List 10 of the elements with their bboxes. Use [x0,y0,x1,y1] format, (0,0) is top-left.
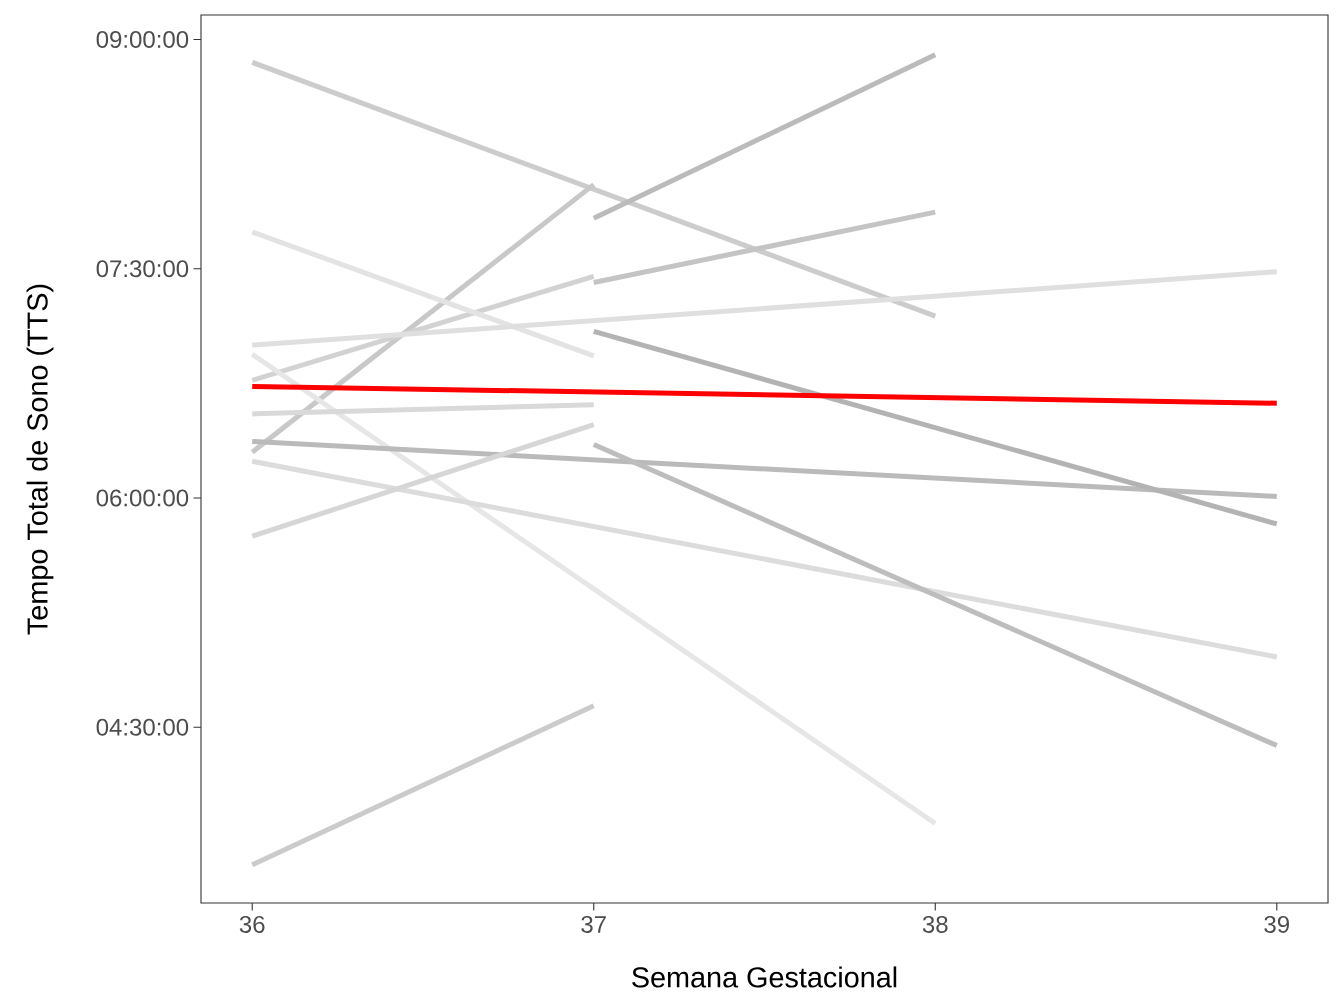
x-tick-label: 36 [239,915,265,933]
y-axis-title: Tempo Total de Sono (TTS) [26,284,54,635]
x-axis-title: Semana Gestacional [632,966,897,988]
x-tick-label: 38 [922,915,948,933]
y-tick-label: 07:30:00 [96,260,189,278]
y-tick-label: 09:00:00 [96,30,189,48]
x-tick-label: 37 [581,915,606,933]
y-tick-label: 06:00:00 [96,489,189,507]
x-tick-label: 39 [1264,915,1289,933]
y-tick-label: 04:30:00 [96,718,189,736]
